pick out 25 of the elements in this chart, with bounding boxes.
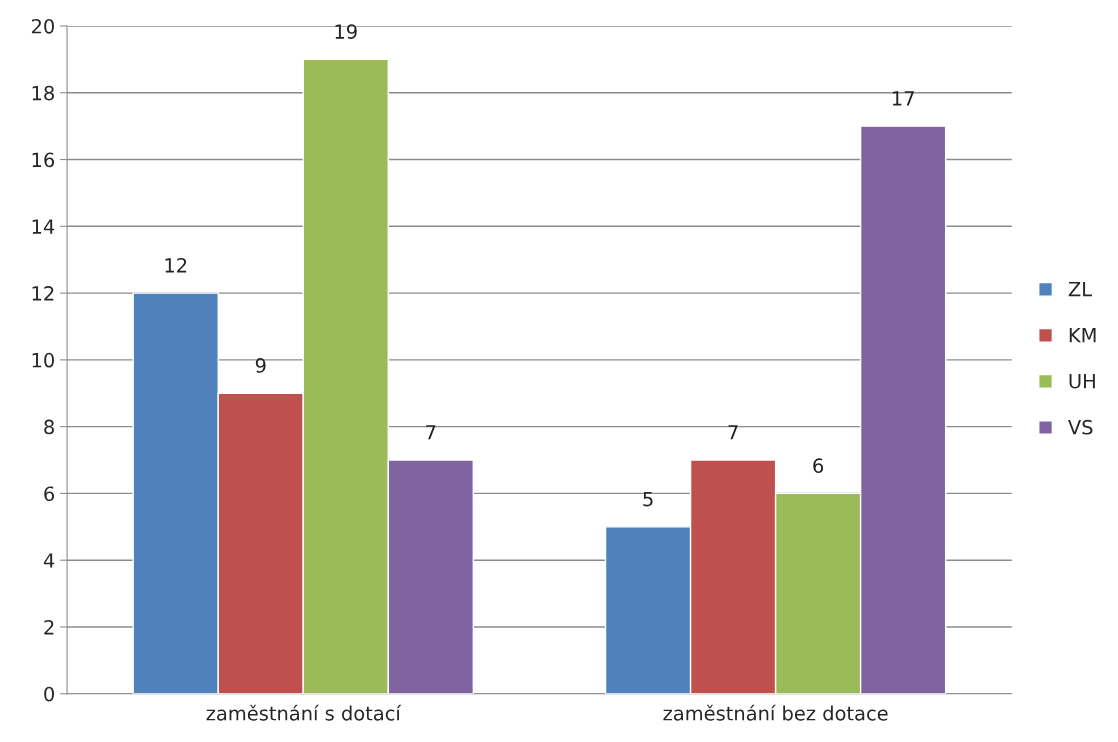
data-label: 5 xyxy=(643,491,653,507)
y-tick-label: 14 xyxy=(32,219,55,234)
data-label: 6 xyxy=(813,458,824,473)
y-tick-label: 12 xyxy=(32,286,54,301)
y-tick-label: 8 xyxy=(44,419,54,435)
legend-label: VS xyxy=(1068,419,1093,435)
y-tick-label: 16 xyxy=(32,152,55,168)
y-tick-label: 18 xyxy=(32,85,54,101)
data-label: 9 xyxy=(255,358,266,373)
y-tick-label: 2 xyxy=(44,619,54,635)
data-label: 7 xyxy=(728,425,738,440)
legend-label: UH xyxy=(1069,374,1095,389)
y-tick-label: 10 xyxy=(32,352,54,368)
y-tick-label: 0 xyxy=(44,686,54,702)
legend-label: ZL xyxy=(1068,282,1092,297)
legend-label: KM xyxy=(1069,328,1096,343)
data-label: 7 xyxy=(426,425,436,440)
y-tick-label: 20 xyxy=(31,18,54,34)
x-tick-label: zaměstnání bez dotace xyxy=(663,704,888,721)
data-label: 19 xyxy=(335,24,357,39)
data-label: 12 xyxy=(165,257,187,273)
y-tick-label: 6 xyxy=(44,486,55,502)
data-label: 17 xyxy=(892,91,914,106)
y-tick-label: 4 xyxy=(43,553,55,568)
x-tick-label: zaměstnání s dotací xyxy=(206,704,402,721)
